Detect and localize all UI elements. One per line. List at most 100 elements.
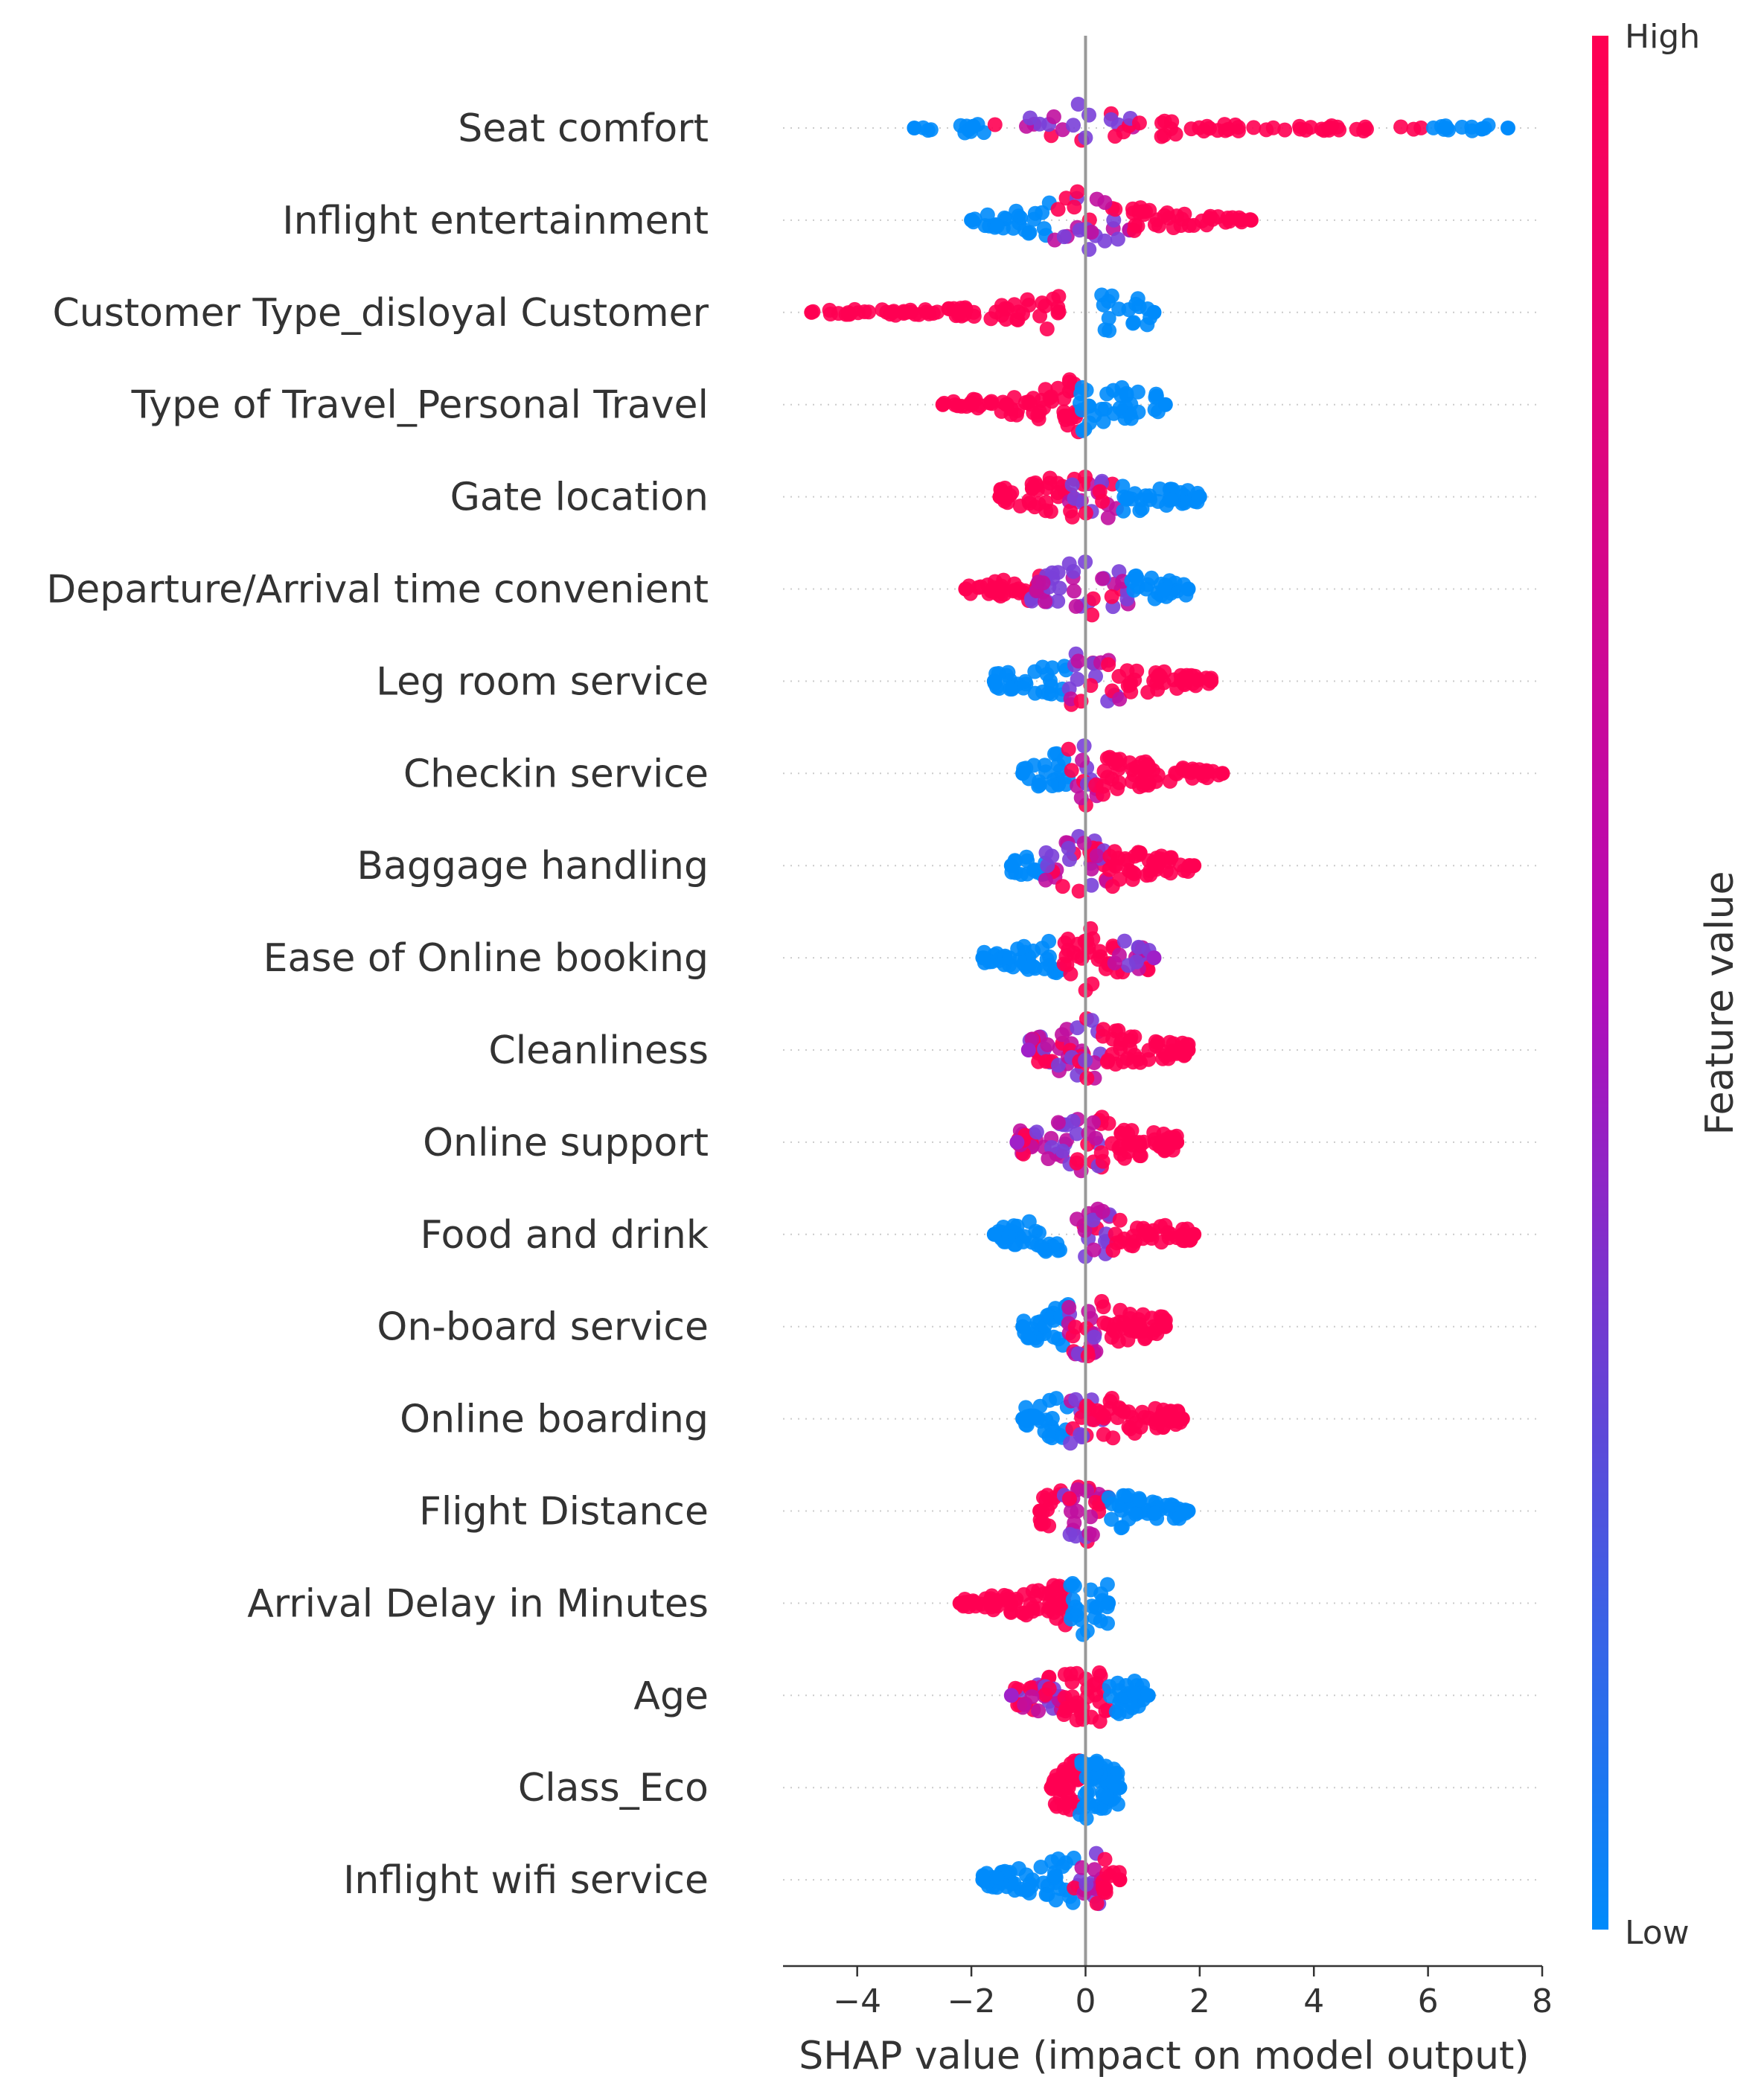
- shap-point: [1003, 682, 1018, 697]
- shap-point: [1146, 950, 1162, 966]
- shap-point: [918, 304, 934, 320]
- shap-point: [1074, 403, 1090, 417]
- shap-point: [1130, 218, 1145, 234]
- shap-point: [1070, 97, 1086, 112]
- x-tick-label: 0: [1075, 1982, 1096, 2020]
- shap-point: [958, 581, 974, 597]
- shap-point: [1113, 1126, 1129, 1142]
- shap-point: [1230, 123, 1246, 138]
- shap-point: [1061, 1491, 1077, 1506]
- x-axis: −4 −2 0 2 4 6 8: [783, 1965, 1553, 2020]
- shap-point: [1112, 400, 1128, 416]
- shap-point: [1113, 1401, 1128, 1417]
- shap-point: [984, 396, 1000, 412]
- shap-point: [1033, 1238, 1049, 1254]
- shap-point: [1032, 308, 1048, 324]
- shap-point: [1064, 509, 1080, 525]
- shap-point: [1112, 757, 1128, 772]
- colorbar: High Low Feature value: [1592, 18, 1742, 1952]
- shap-point: [1081, 1526, 1097, 1541]
- shap-point: [1055, 1780, 1071, 1796]
- feature-swarm: [1003, 829, 1202, 899]
- shap-point: [1064, 1611, 1079, 1627]
- shap-point: [1101, 1595, 1116, 1611]
- shap-point: [1204, 673, 1219, 689]
- shap-point: [1186, 858, 1202, 874]
- shap-point: [1105, 1430, 1121, 1446]
- shap-point: [1110, 231, 1125, 247]
- feature-swarm: [958, 554, 1196, 623]
- feature-swarm: [907, 97, 1515, 148]
- shap-point: [1130, 384, 1145, 400]
- shap-point: [1020, 1043, 1036, 1057]
- shap-point: [1112, 1872, 1128, 1888]
- feature-swarm: [964, 184, 1259, 257]
- shap-point: [1057, 408, 1072, 423]
- shap-point: [1157, 664, 1172, 679]
- x-tick-label: −2: [947, 1982, 996, 2020]
- shap-point: [1046, 109, 1061, 124]
- feature-swarm: [952, 1575, 1116, 1642]
- feature-swarm: [975, 921, 1162, 998]
- shap-point: [1041, 685, 1056, 701]
- shap-point: [1102, 862, 1117, 877]
- feature-swarm: [1015, 1293, 1173, 1363]
- shap-point: [1027, 664, 1043, 679]
- shap-point: [1114, 1520, 1130, 1535]
- shap-point: [985, 583, 1001, 598]
- shap-point: [1057, 935, 1073, 951]
- feature-swarm: [986, 1201, 1202, 1264]
- shap-point: [1140, 1688, 1156, 1703]
- shap-point: [1044, 778, 1060, 793]
- shap-point: [1192, 120, 1207, 135]
- shap-point: [1108, 1226, 1123, 1242]
- shap-point: [1096, 787, 1111, 802]
- shap-point: [1052, 580, 1067, 596]
- feature-swarm: [1015, 738, 1230, 813]
- shap-point: [1112, 1212, 1128, 1228]
- shap-point: [965, 391, 981, 407]
- shap-point: [1050, 1851, 1066, 1866]
- shap-point: [1087, 1494, 1103, 1510]
- shap-point: [1089, 1895, 1105, 1911]
- shap-point: [1035, 575, 1051, 591]
- shap-point: [995, 394, 1011, 410]
- shap-point: [1044, 1411, 1060, 1426]
- shap-point: [1049, 746, 1064, 761]
- shap-point: [1243, 212, 1259, 228]
- shap-point: [1115, 478, 1131, 494]
- shap-point: [1349, 121, 1364, 137]
- shap-point: [1067, 490, 1082, 506]
- shap-point: [1058, 948, 1074, 964]
- shap-point: [1128, 1506, 1143, 1522]
- shap-point: [1205, 211, 1221, 227]
- shap-point: [1085, 591, 1101, 606]
- shap-point: [952, 1595, 968, 1611]
- shap-point: [1099, 751, 1115, 766]
- shap-point: [1068, 598, 1084, 614]
- shap-point: [1065, 1113, 1081, 1129]
- shap-point: [1096, 1409, 1111, 1424]
- shap-point: [1163, 492, 1179, 508]
- shap-point: [1021, 493, 1037, 508]
- shap-point: [1246, 120, 1262, 135]
- shap-point: [1058, 777, 1074, 793]
- shap-point: [973, 1596, 988, 1612]
- shap-point: [1081, 242, 1097, 257]
- shap-point: [1076, 1627, 1091, 1642]
- feature-label: Cleanliness: [488, 1028, 709, 1073]
- shap-point: [1066, 563, 1081, 579]
- shap-point: [1126, 767, 1142, 783]
- shap-point: [1039, 321, 1055, 336]
- shap-point: [831, 306, 846, 321]
- shap-point: [1006, 1218, 1022, 1234]
- shap-point: [975, 950, 991, 966]
- shap-point: [1111, 301, 1127, 317]
- shap-point: [1042, 949, 1057, 964]
- shap-point: [1021, 1885, 1037, 1901]
- shap-point: [1010, 312, 1026, 327]
- shap-point: [1084, 861, 1099, 877]
- feature-label: Ease of Online booking: [263, 936, 709, 981]
- shap-point: [1098, 1885, 1113, 1901]
- shap-point: [1160, 205, 1175, 220]
